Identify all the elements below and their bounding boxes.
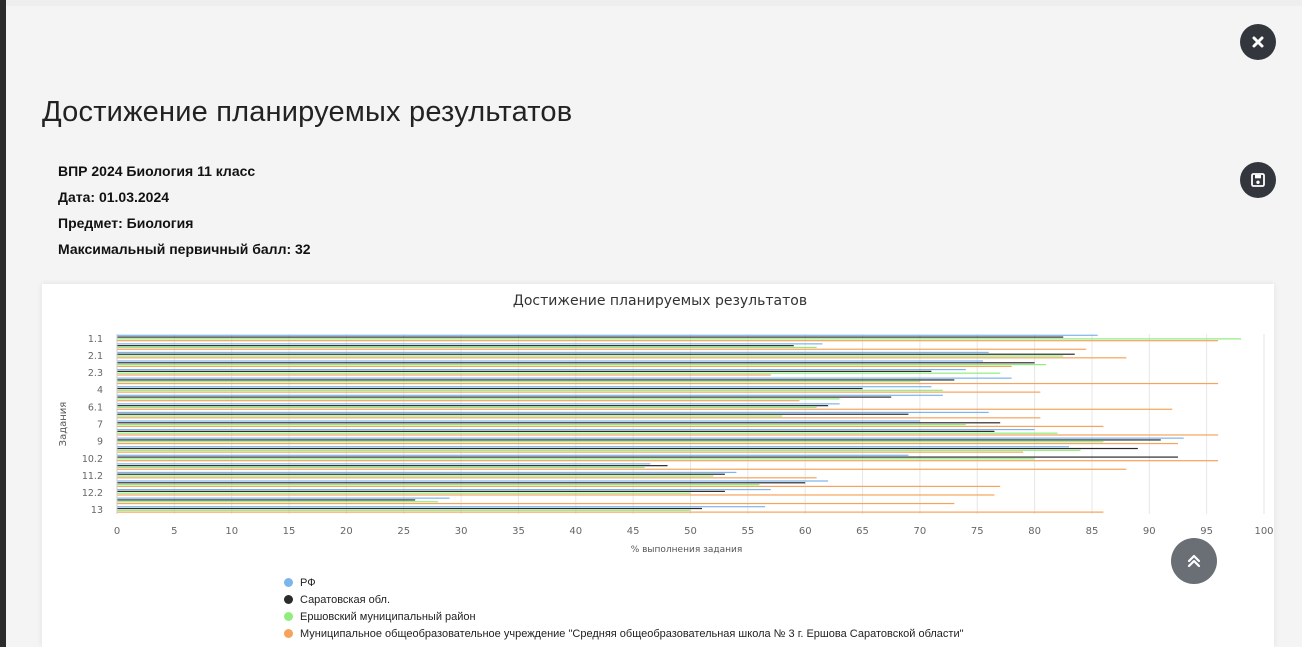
scroll-to-top-button[interactable] xyxy=(1171,538,1217,584)
close-icon xyxy=(1252,36,1264,48)
legend-marker-rf xyxy=(284,578,293,587)
legend-label-oblast: Саратовская обл. xyxy=(300,593,391,606)
report-meta: ВПР 2024 Биология 11 класс Дата: 01.03.2… xyxy=(58,160,311,264)
floppy-disk-icon xyxy=(1251,173,1265,187)
save-button[interactable] xyxy=(1240,162,1276,198)
double-chevron-up-icon xyxy=(1187,554,1201,568)
meta-date: Дата: 01.03.2024 xyxy=(58,189,170,205)
meta-subject: Предмет: Биология xyxy=(58,215,194,231)
legend-item-rf[interactable]: РФ xyxy=(284,574,964,591)
legend-label-rf: РФ xyxy=(300,576,316,589)
legend-marker-oblast xyxy=(284,595,293,604)
legend-marker-school xyxy=(284,629,293,638)
close-button[interactable] xyxy=(1240,24,1276,60)
legend-label-rayon: Ершовский муниципальный район xyxy=(300,610,476,623)
legend-label-school: Муниципальное общеобразовательное учрежд… xyxy=(300,627,964,640)
legend-item-oblast[interactable]: Саратовская обл. xyxy=(284,591,964,608)
page-title: Достижение планируемых результатов xyxy=(42,96,573,128)
legend-marker-rayon xyxy=(284,612,293,621)
left-border xyxy=(0,0,6,647)
legend-item-school[interactable]: Муниципальное общеобразовательное учрежд… xyxy=(284,625,964,642)
meta-test: ВПР 2024 Биология 11 класс xyxy=(58,163,256,179)
top-border xyxy=(6,0,1302,6)
legend-item-rayon[interactable]: Ершовский муниципальный район xyxy=(284,608,964,625)
chart-legend: РФ Саратовская обл. Ершовский муниципаль… xyxy=(284,574,964,642)
meta-max-score: Максимальный первичный балл: 32 xyxy=(58,241,311,257)
